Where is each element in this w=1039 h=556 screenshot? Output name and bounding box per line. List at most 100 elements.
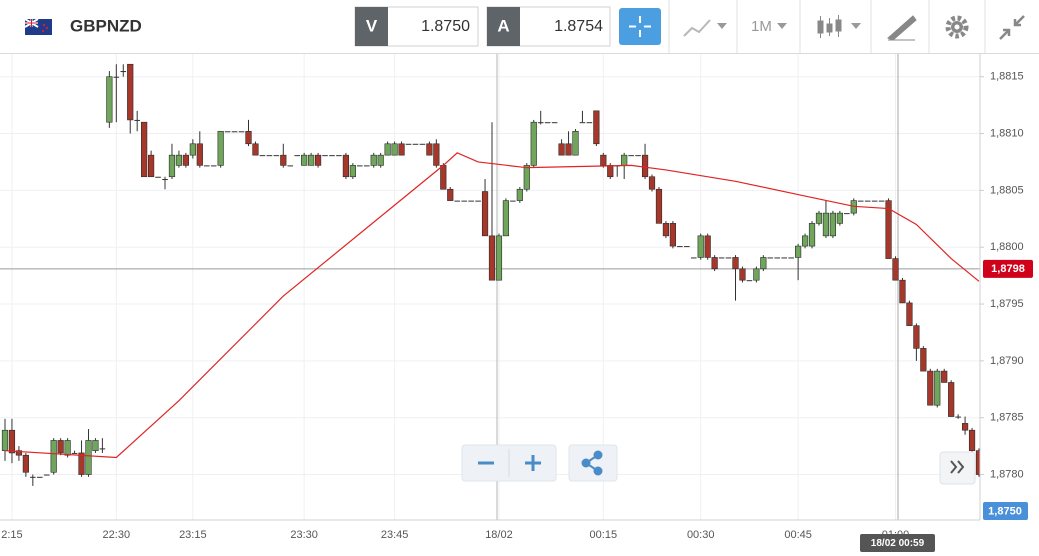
draw-icon[interactable]: [887, 15, 917, 41]
dropdown-arrow: [777, 23, 787, 29]
candle-body: [774, 257, 781, 259]
candle-body: [113, 76, 120, 78]
candle-body: [182, 154, 189, 166]
x-tick-label: 23:30: [290, 529, 318, 541]
candle-body: [141, 121, 148, 178]
x-tick-label: 00:30: [687, 529, 715, 541]
candle-body: [475, 200, 481, 202]
candle-body: [419, 143, 426, 145]
candle-body: [711, 257, 718, 270]
grid: [0, 54, 980, 520]
bid-tag-label: 1,8750: [988, 505, 1022, 517]
price-tag-label: 1,8798: [991, 263, 1025, 275]
candle-body: [252, 143, 259, 156]
time-axis: [0, 520, 980, 556]
candle-body: [718, 257, 725, 259]
candle-body: [677, 246, 683, 248]
settings-icon[interactable]: [945, 15, 969, 39]
candle-body: [301, 154, 308, 166]
candle-body: [968, 429, 976, 451]
candle-body: [510, 200, 516, 202]
candle-body: [134, 119, 140, 121]
candle-body: [357, 165, 363, 167]
candle-body: [370, 154, 377, 166]
share-button[interactable]: [568, 444, 618, 482]
candle-body: [210, 165, 217, 167]
candle-body: [440, 165, 447, 190]
candle-body: [704, 235, 711, 258]
ask-button[interactable]: [487, 7, 520, 46]
plot: [0, 54, 983, 520]
candle-body: [516, 188, 523, 201]
candle-body: [558, 143, 565, 156]
candle-body: [322, 155, 328, 157]
candle-body: [871, 200, 878, 202]
collapse-icon[interactable]: [999, 15, 1025, 40]
candle-body: [586, 122, 593, 124]
candle-icon[interactable]: [817, 15, 842, 38]
candle-body: [815, 212, 823, 224]
candle-body: [746, 280, 753, 282]
candle-body: [412, 143, 419, 145]
candle-body: [607, 165, 614, 178]
settings-icon-hole: [954, 24, 960, 30]
x-tick-label: 18/02: [485, 529, 513, 541]
y-tick-label: 1,8810: [990, 127, 1024, 139]
y-tick-label: 1,8790: [990, 355, 1024, 367]
chart-type-icon[interactable]: [683, 19, 711, 37]
x-tick-label: 23:45: [381, 529, 409, 541]
flag: [24, 18, 52, 35]
candle-body: [384, 143, 391, 156]
candle-body: [795, 245, 802, 258]
chevron-icon: [950, 460, 965, 474]
candle-body: [231, 131, 238, 133]
crosshair-button[interactable]: [619, 8, 661, 45]
candle-body: [43, 474, 50, 476]
y-tick-label: 1,8780: [990, 468, 1024, 480]
candle-body: [781, 257, 787, 259]
bid-button-label: V: [366, 16, 378, 35]
interval[interactable]: 1M: [751, 18, 772, 35]
scroll-right[interactable]: [939, 451, 976, 485]
candle-body: [641, 154, 649, 178]
y-tick-label: 1,8800: [990, 241, 1024, 253]
candle-body: [544, 122, 551, 124]
candle-body: [259, 155, 266, 157]
candle-body: [829, 212, 836, 237]
candle-body: [22, 454, 29, 473]
candle-body: [238, 131, 245, 133]
candle-body: [732, 257, 739, 270]
candle-body: [725, 257, 732, 259]
candle-body: [273, 155, 280, 157]
candle-body: [788, 257, 794, 259]
candle-body: [294, 155, 300, 157]
candle-body: [537, 122, 544, 124]
ask-button-label: A: [497, 16, 509, 35]
candle-body: [217, 130, 224, 166]
candle-body: [523, 165, 530, 190]
candle-body: [433, 143, 440, 166]
zoom-out[interactable]: [478, 461, 494, 465]
candle-body: [808, 223, 816, 247]
crosshair-label-box: [860, 534, 935, 552]
candle-body: [836, 212, 843, 224]
x-tick-label: 22:30: [103, 529, 131, 541]
candle-body: [579, 122, 586, 124]
candle-body: [85, 440, 92, 475]
candle-body: [391, 143, 398, 156]
x-tick-label: 2:15: [1, 529, 22, 541]
candle-body: [878, 200, 885, 202]
bid-tag: [983, 502, 1028, 520]
candle-body: [892, 258, 899, 281]
candle-body: [864, 200, 871, 202]
candle-body: [697, 235, 704, 258]
candle-body: [920, 348, 927, 372]
candle-body: [635, 155, 641, 157]
price-axis: [980, 54, 1039, 556]
candle-body: [955, 416, 961, 418]
candle-body: [336, 155, 342, 157]
bid-button[interactable]: [355, 7, 388, 46]
candle-body: [308, 154, 315, 166]
candle-body: [739, 268, 746, 281]
